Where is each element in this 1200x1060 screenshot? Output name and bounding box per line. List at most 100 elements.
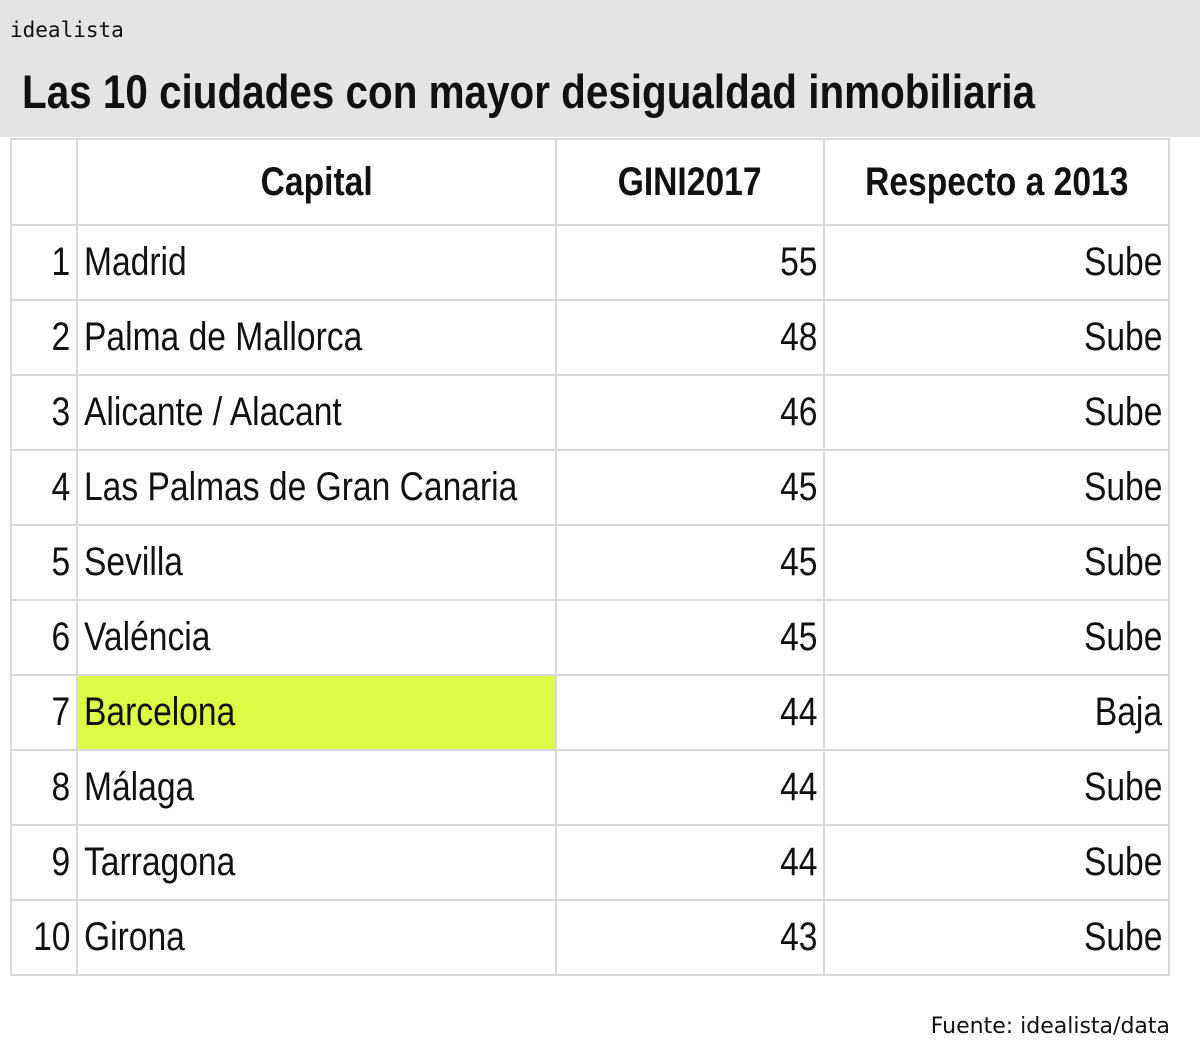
trend-cell: Sube — [823, 749, 1170, 826]
trend-cell-text: Sube — [1083, 615, 1162, 659]
rank-cell: 10 — [10, 899, 78, 976]
gini-cell-text: 44 — [779, 840, 817, 884]
brand-logo: idealista — [10, 18, 124, 42]
ranking-table: Capital GINI2017 Respecto a 2013 1 Madrid… — [10, 138, 1170, 976]
trend-cell: Sube — [823, 224, 1170, 301]
column-header-capital: Capital — [76, 138, 557, 226]
gini-cell-text: 45 — [779, 540, 817, 584]
gini-cell-text: 48 — [779, 315, 817, 359]
gini-cell: 45 — [555, 599, 825, 676]
trend-cell-text: Baja — [1094, 690, 1162, 734]
capital-cell: Barcelona — [76, 674, 557, 751]
column-header-trend: Respecto a 2013 — [823, 138, 1170, 226]
capital-cell-text: Tarragona — [84, 840, 236, 884]
capital-cell: Girona — [76, 899, 557, 976]
rank-cell: 3 — [10, 374, 78, 451]
table-row: 2 Palma de Mallorca 48 Sube — [10, 299, 1170, 376]
table-row: 5 Sevilla 45 Sube — [10, 524, 1170, 601]
trend-cell-text: Sube — [1083, 840, 1162, 884]
column-header-rank — [10, 138, 78, 226]
rank-cell: 8 — [10, 749, 78, 826]
table-row: 9 Tarragona 44 Sube — [10, 824, 1170, 901]
trend-cell: Sube — [823, 599, 1170, 676]
capital-cell: Tarragona — [76, 824, 557, 901]
gini-cell: 44 — [555, 674, 825, 751]
gini-cell: 44 — [555, 749, 825, 826]
rank-cell-text: 4 — [51, 465, 70, 509]
gini-cell-text: 46 — [779, 390, 817, 434]
trend-cell-text: Sube — [1083, 540, 1162, 584]
capital-cell-text: Valéncia — [84, 615, 211, 659]
capital-cell: Sevilla — [76, 524, 557, 601]
rank-cell-text: 9 — [51, 840, 70, 884]
gini-cell: 55 — [555, 224, 825, 301]
table-row: 7 Barcelona 44 Baja — [10, 674, 1170, 751]
trend-cell: Sube — [823, 899, 1170, 976]
rank-cell-text: 2 — [51, 315, 70, 359]
table-row: 1 Madrid 55 Sube — [10, 224, 1170, 301]
rank-cell-text: 7 — [51, 690, 70, 734]
capital-cell: Palma de Mallorca — [76, 299, 557, 376]
table-header-row: Capital GINI2017 Respecto a 2013 — [10, 138, 1170, 226]
trend-cell: Sube — [823, 524, 1170, 601]
rank-cell-text: 10 — [32, 915, 70, 959]
trend-cell-text: Sube — [1083, 765, 1162, 809]
rank-cell-text: 6 — [51, 615, 70, 659]
trend-cell-text: Sube — [1083, 315, 1162, 359]
capital-cell-text: Las Palmas de Gran Canaria — [84, 465, 518, 509]
trend-cell: Sube — [823, 299, 1170, 376]
table-row: 3 Alicante / Alacant 46 Sube — [10, 374, 1170, 451]
trend-cell-text: Sube — [1083, 240, 1162, 284]
gini-cell: 45 — [555, 524, 825, 601]
column-header-gini: GINI2017 — [555, 138, 825, 226]
capital-cell-text: Málaga — [84, 765, 195, 809]
gini-cell-text: 44 — [779, 765, 817, 809]
capital-cell-text: Sevilla — [84, 540, 183, 584]
trend-cell-text: Sube — [1083, 915, 1162, 959]
page-title: Las 10 ciudades con mayor desigualdad in… — [22, 65, 1036, 118]
capital-cell: Valéncia — [76, 599, 557, 676]
capital-cell: Málaga — [76, 749, 557, 826]
capital-cell: Alicante / Alacant — [76, 374, 557, 451]
source-note: Fuente: idealista/data — [930, 1014, 1170, 1039]
gini-cell: 44 — [555, 824, 825, 901]
table-row: 8 Málaga 44 Sube — [10, 749, 1170, 826]
rank-cell: 6 — [10, 599, 78, 676]
trend-cell: Sube — [823, 374, 1170, 451]
rank-cell: 5 — [10, 524, 78, 601]
capital-cell: Las Palmas de Gran Canaria — [76, 449, 557, 526]
rank-cell: 1 — [10, 224, 78, 301]
trend-cell: Baja — [823, 674, 1170, 751]
rank-cell: 9 — [10, 824, 78, 901]
gini-cell-text: 43 — [779, 915, 817, 959]
gini-cell-text: 45 — [779, 615, 817, 659]
gini-cell-text: 44 — [779, 690, 817, 734]
capital-cell-text: Barcelona — [84, 690, 236, 734]
rank-cell-text: 5 — [51, 540, 70, 584]
gini-cell: 46 — [555, 374, 825, 451]
capital-cell-text: Alicante / Alacant — [84, 390, 342, 434]
rank-cell-text: 8 — [51, 765, 70, 809]
table-row: 10 Girona 43 Sube — [10, 899, 1170, 976]
capital-cell-text: Girona — [84, 915, 185, 959]
trend-cell: Sube — [823, 449, 1170, 526]
capital-cell: Madrid — [76, 224, 557, 301]
header-band: idealista Las 10 ciudades con mayor desi… — [0, 0, 1200, 137]
rank-cell: 4 — [10, 449, 78, 526]
trend-cell-text: Sube — [1083, 390, 1162, 434]
rank-cell: 2 — [10, 299, 78, 376]
capital-cell-text: Palma de Mallorca — [84, 315, 363, 359]
table-row: 6 Valéncia 45 Sube — [10, 599, 1170, 676]
rank-cell: 7 — [10, 674, 78, 751]
trend-cell-text: Sube — [1083, 465, 1162, 509]
table-body: 1 Madrid 55 Sube 2 Palma de Mallorca 48 Sube 3 Al… — [10, 224, 1170, 976]
gini-cell: 43 — [555, 899, 825, 976]
table-row: 4 Las Palmas de Gran Canaria 45 Sube — [10, 449, 1170, 526]
gini-cell: 45 — [555, 449, 825, 526]
capital-cell-text: Madrid — [84, 240, 187, 284]
gini-cell: 48 — [555, 299, 825, 376]
rank-cell-text: 1 — [51, 240, 70, 284]
trend-cell: Sube — [823, 824, 1170, 901]
gini-cell-text: 55 — [779, 240, 817, 284]
rank-cell-text: 3 — [51, 390, 70, 434]
